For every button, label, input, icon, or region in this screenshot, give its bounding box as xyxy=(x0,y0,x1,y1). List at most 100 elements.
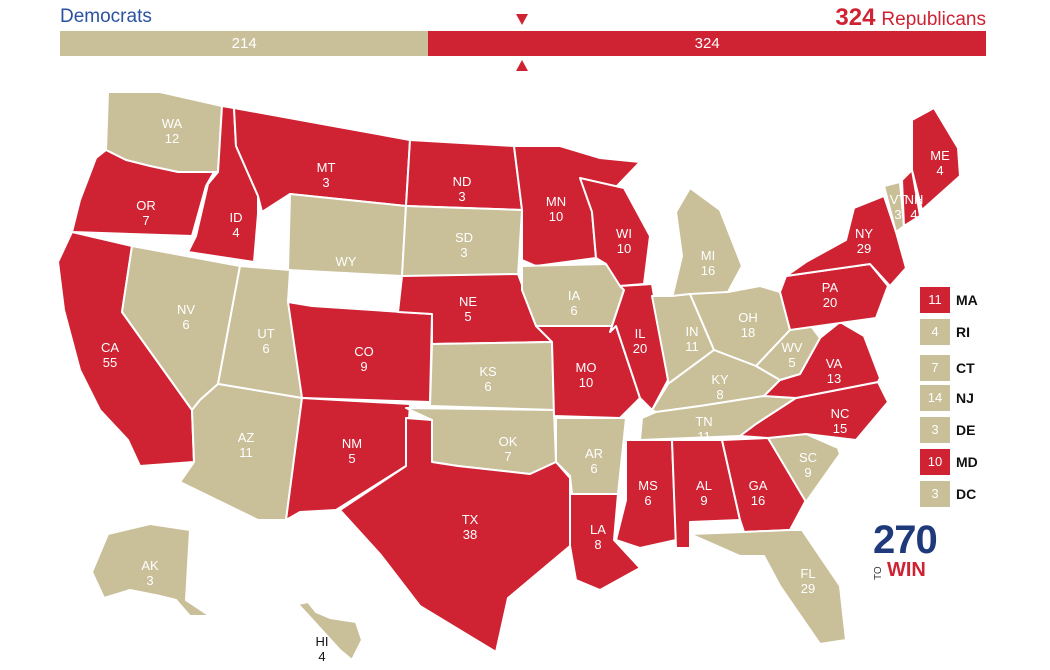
state-code-wa: WA xyxy=(162,116,183,131)
state-ev-nc: 15 xyxy=(833,421,847,436)
democrats-label: Democrats xyxy=(60,6,152,27)
state-ev-nm: 5 xyxy=(348,451,355,466)
state-or[interactable] xyxy=(71,149,215,237)
state-ev-ut: 6 xyxy=(262,341,269,356)
state-code-wv: WV xyxy=(782,340,803,355)
state-code-tn: TN xyxy=(695,414,712,429)
state-code-wy: WY xyxy=(336,254,357,269)
small-state-code-md: MD xyxy=(956,453,978,470)
state-code-oh: OH xyxy=(738,310,758,325)
state-code-wi: WI xyxy=(616,226,632,241)
small-state-ev-dc[interactable]: 3 xyxy=(920,480,950,507)
state-code-al: AL xyxy=(696,478,712,493)
state-code-ky: KY xyxy=(711,372,729,387)
state-ev-ga: 16 xyxy=(751,493,765,508)
state-code-pa: PA xyxy=(822,280,839,295)
state-ev-sc: 9 xyxy=(804,465,811,480)
small-state-ev-de[interactable]: 3 xyxy=(920,416,950,443)
majority-marker-top-icon xyxy=(516,14,528,25)
small-state-code-ri: RI xyxy=(956,323,970,340)
state-code-me: ME xyxy=(930,148,950,163)
logo-to: TO xyxy=(873,566,884,580)
state-code-az: AZ xyxy=(238,430,255,445)
state-code-ms: MS xyxy=(638,478,658,493)
state-ev-hi: 4 xyxy=(318,649,325,664)
state-code-mt: MT xyxy=(317,160,336,175)
state-code-mi: MI xyxy=(701,248,715,263)
state-ev-ar: 6 xyxy=(590,461,597,476)
state-ev-mn: 10 xyxy=(549,209,563,224)
state-ev-sd: 3 xyxy=(460,245,467,260)
state-code-nd: ND xyxy=(453,174,472,189)
small-state-row-de[interactable]: 3 DE xyxy=(920,416,975,443)
state-ev-az: 11 xyxy=(239,445,253,460)
small-state-ev-ma[interactable]: 11 xyxy=(920,286,950,313)
state-ev-tx: 38 xyxy=(463,527,477,542)
state-ev-fl: 29 xyxy=(801,581,815,596)
state-ev-ia: 6 xyxy=(570,303,577,318)
small-state-ev-ct[interactable]: 7 xyxy=(920,354,950,381)
state-ev-id: 4 xyxy=(232,225,239,240)
small-state-ev-md[interactable]: 10 xyxy=(920,448,950,475)
state-code-ut: UT xyxy=(257,326,274,341)
state-hi[interactable] xyxy=(297,601,363,661)
state-la[interactable] xyxy=(569,493,641,591)
state-code-tx: TX xyxy=(462,512,479,527)
state-code-vt: VT xyxy=(890,192,907,207)
state-ev-vt: 3 xyxy=(894,207,901,222)
state-ev-oh: 18 xyxy=(741,325,755,340)
state-code-nh: NH xyxy=(905,192,924,207)
state-code-ca: CA xyxy=(101,340,119,355)
state-code-co: CO xyxy=(354,344,374,359)
state-code-nc: NC xyxy=(831,406,850,421)
state-ev-or: 7 xyxy=(142,213,149,228)
logo-win: WIN xyxy=(887,559,926,581)
democrat-bar-segment: 214 xyxy=(60,31,429,56)
republicans-label: Republicans xyxy=(881,9,986,30)
state-ev-il: 20 xyxy=(633,341,647,356)
state-ev-ny: 29 xyxy=(857,241,871,256)
state-code-ia: IA xyxy=(568,288,581,303)
state-ev-wa: 12 xyxy=(165,131,179,146)
state-ev-la: 8 xyxy=(594,537,601,552)
state-ny[interactable] xyxy=(785,195,907,287)
small-state-code-dc: DC xyxy=(956,485,977,502)
state-nh[interactable] xyxy=(901,169,921,227)
small-state-ev-ri[interactable]: 4 xyxy=(920,318,950,345)
small-state-ev-nj[interactable]: 14 xyxy=(920,384,950,411)
state-code-fl: FL xyxy=(800,566,815,581)
state-ev-ms: 6 xyxy=(644,493,651,508)
small-state-row-ri[interactable]: 4 RI xyxy=(920,318,970,345)
state-ev-nv: 6 xyxy=(182,317,189,332)
state-code-mn: MN xyxy=(546,194,566,209)
state-ev-in: 11 xyxy=(685,339,699,354)
state-code-sc: SC xyxy=(799,450,817,465)
state-ev-mi: 16 xyxy=(701,263,715,278)
state-ev-ca: 55 xyxy=(103,355,117,370)
state-code-ny: NY xyxy=(855,226,873,241)
electoral-vote-bar: 214 324 xyxy=(60,31,986,56)
state-mi[interactable] xyxy=(671,187,743,299)
state-fl[interactable] xyxy=(689,529,847,645)
state-ev-me: 4 xyxy=(936,163,943,178)
state-code-or: OR xyxy=(136,198,156,213)
small-state-row-nj[interactable]: 14 NJ xyxy=(920,384,974,411)
state-code-id: ID xyxy=(230,210,243,225)
state-code-in: IN xyxy=(686,324,699,339)
small-state-code-nj: NJ xyxy=(956,389,974,406)
state-me[interactable] xyxy=(911,107,961,211)
small-state-row-dc[interactable]: 3 DC xyxy=(920,480,976,507)
republicans-header: 324 Republicans xyxy=(835,4,986,32)
state-nc[interactable] xyxy=(739,381,889,441)
state-code-ak: AK xyxy=(141,558,159,573)
state-ev-nh: 4 xyxy=(910,207,917,222)
small-state-row-ct[interactable]: 7 CT xyxy=(920,354,975,381)
state-ev-wy: 3 xyxy=(342,269,349,284)
state-code-ar: AR xyxy=(585,446,603,461)
state-ak[interactable] xyxy=(91,523,211,617)
state-code-ga: GA xyxy=(749,478,768,493)
small-state-row-md[interactable]: 10 MD xyxy=(920,448,978,475)
state-nm[interactable] xyxy=(285,397,411,521)
small-state-row-ma[interactable]: 11 MA xyxy=(920,286,978,313)
state-ev-pa: 20 xyxy=(823,295,837,310)
